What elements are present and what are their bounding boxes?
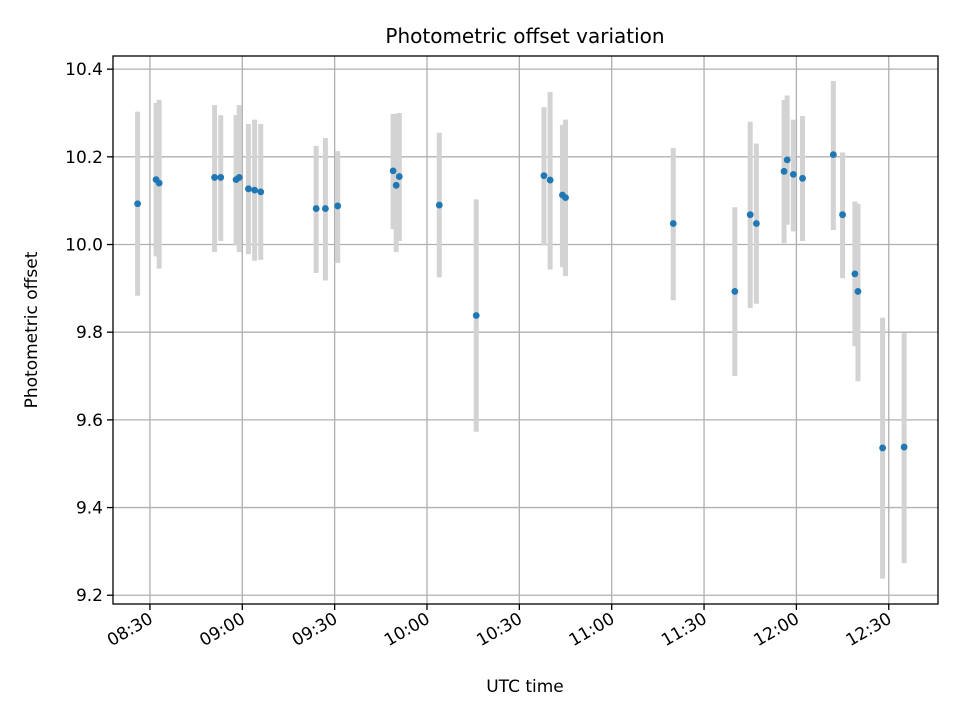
data-point	[546, 176, 554, 184]
data-point	[312, 205, 320, 212]
error-bars	[135, 80, 907, 579]
data-point	[322, 205, 329, 212]
x-tick-label: 09:30	[289, 609, 341, 651]
x-tick-label: 10:30	[473, 609, 525, 651]
data-point	[900, 443, 908, 451]
x-tick-label: 12:00	[750, 609, 802, 651]
y-tick-label: 9.6	[76, 411, 103, 431]
chart-title: Photometric offset variation	[385, 24, 664, 48]
data-point	[746, 211, 754, 219]
data-point	[752, 220, 760, 227]
data-point	[851, 270, 859, 278]
y-tick-label: 10.4	[65, 60, 103, 80]
y-tick-label: 9.8	[76, 323, 103, 343]
data-point	[217, 174, 225, 181]
data-point	[839, 211, 846, 219]
data-point	[829, 151, 837, 159]
x-tick-label: 11:30	[658, 609, 710, 651]
data-point	[395, 173, 403, 180]
data-point	[389, 167, 397, 175]
data-point	[392, 181, 400, 189]
data-point	[854, 288, 862, 295]
x-tick-label: 09:00	[196, 609, 248, 651]
y-tick-label: 10.0	[65, 236, 103, 256]
y-axis-ticks: 9.2 9.4 9.6 9.8 10.0 10.2 10.4	[65, 60, 113, 606]
x-tick-label: 08:30	[104, 609, 156, 651]
y-tick-label: 10.2	[65, 148, 103, 168]
data-point	[540, 172, 548, 180]
data-point	[211, 174, 218, 181]
x-tick-label: 12:30	[843, 609, 895, 651]
data-point	[245, 185, 252, 193]
data-point	[562, 194, 569, 202]
data-point	[472, 312, 480, 319]
x-tick-label: 10:00	[381, 609, 433, 651]
data-point	[251, 186, 259, 194]
y-axis-label: Photometric offset	[22, 251, 42, 408]
data-point	[669, 220, 677, 227]
data-point	[334, 202, 342, 210]
data-points	[134, 151, 908, 452]
data-point	[789, 170, 797, 178]
data-point	[232, 176, 240, 184]
data-point	[435, 201, 443, 209]
x-axis-label: UTC time	[486, 677, 564, 697]
data-point	[731, 288, 739, 295]
data-point	[799, 174, 806, 182]
y-tick-label: 9.4	[76, 499, 103, 519]
data-point	[780, 167, 788, 175]
y-tick-label: 9.2	[76, 586, 103, 606]
data-point	[783, 156, 791, 164]
data-point	[155, 179, 163, 187]
data-point	[879, 444, 886, 452]
plot-frame	[112, 55, 939, 605]
x-tick-label: 11:00	[566, 609, 618, 651]
x-axis-ticks: 08:30 09:00 09:30 10:00 10:30 11:00 11:30 12:00…	[104, 604, 895, 651]
data-point	[134, 200, 142, 208]
grid	[113, 56, 938, 604]
data-point	[257, 188, 265, 196]
